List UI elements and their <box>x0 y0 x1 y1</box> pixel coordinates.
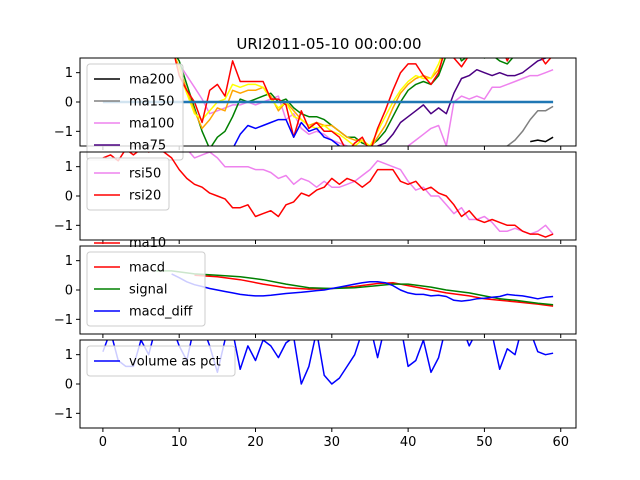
legend-label: signal <box>129 283 167 298</box>
series-ma-ma10 <box>174 58 442 146</box>
legend-macd: macd signal macd_diff <box>86 251 206 327</box>
y-tick-label-macd: 0 <box>65 284 73 299</box>
y-tick-label-ma: −1 <box>54 125 73 140</box>
y-tick-label-ma: 0 <box>65 96 73 111</box>
legend-ma: ma200 ma150 ma100 ma75 <box>86 63 184 161</box>
x-tick-label: 0 <box>99 435 107 450</box>
series-rsi-rsi20 <box>102 152 554 238</box>
series-ma-ma75 <box>377 58 548 146</box>
x-tick-label: 50 <box>476 435 493 450</box>
y-tick-label-volume: 0 <box>65 378 73 393</box>
legend-label: ma150 <box>129 95 174 110</box>
legend-label: ma200 <box>129 73 174 88</box>
y-tick-label-volume: −1 <box>54 407 73 422</box>
y-tick-label-macd: 1 <box>65 254 73 269</box>
series-ma-ma150 <box>505 105 554 146</box>
series-ma-ma200 <box>530 136 554 143</box>
legend-label: ma100 <box>129 117 174 132</box>
legend-label: volume as pct <box>129 355 221 370</box>
y-tick-label-macd: −1 <box>54 313 73 328</box>
legend-label: rsi20 <box>129 189 161 204</box>
y-tick-label-rsi: 1 <box>65 160 73 175</box>
series-ma-ma100 <box>178 63 554 146</box>
y-tick-label-rsi: −1 <box>54 219 73 234</box>
y-tick-label-rsi: 0 <box>65 190 73 205</box>
x-tick-label: 20 <box>247 435 264 450</box>
y-tick-label-volume: 1 <box>65 348 73 363</box>
chart-title: URI2011-05-10 00:00:00 <box>236 35 421 53</box>
x-tick-label: 40 <box>400 435 417 450</box>
x-tick-label: 30 <box>324 435 341 450</box>
panel-ma: 1 0 −1 ma200 ma150 ma100 ma75 <box>54 57 577 161</box>
series-macd-macd <box>194 274 554 307</box>
x-tick-label: 10 <box>171 435 188 450</box>
legend-label: ma75 <box>129 139 166 154</box>
series-ma-ma20 <box>174 58 444 146</box>
panel-rsi: 1 0 −1 rsi50 rsi20 <box>54 151 577 244</box>
legend-volume: volume as pct <box>86 345 236 377</box>
legend-label: rsi50 <box>129 167 161 182</box>
panel-macd: 1 0 −1 macd signal macd_diff ma10 <box>54 236 577 338</box>
series-ma-blue <box>233 118 341 146</box>
legend-label: macd <box>129 261 165 276</box>
x-tick-label: 60 <box>552 435 569 450</box>
series-macd-signal <box>156 270 554 306</box>
partial-legend-label: ma10 <box>129 236 166 251</box>
y-tick-label-ma: 1 <box>65 66 73 81</box>
series-volume-volume-as-pct <box>102 340 554 385</box>
series-ma-ma5 <box>174 58 552 146</box>
legend-rsi: rsi50 rsi20 <box>86 157 170 211</box>
series-macd-macd_diff <box>171 273 554 302</box>
legend-label: macd_diff <box>129 305 193 320</box>
series-ma-ma50 <box>176 58 514 146</box>
